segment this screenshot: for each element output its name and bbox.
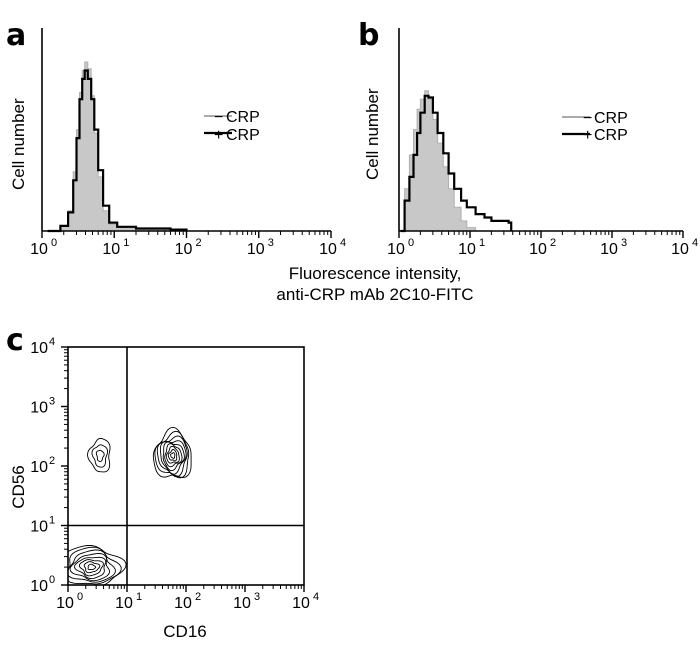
- panel-b-xtick-exponent: 0: [408, 237, 414, 249]
- panel-a: a Cell number 10 0 10 1 10 2 10 3 10 4 − CRP + CR…: [6, 18, 346, 258]
- panel-b-xtick-exponent: 4: [692, 237, 698, 249]
- panel-c-ytick-label: 10: [30, 519, 48, 536]
- panel-a-ylabel: Cell number: [9, 98, 28, 190]
- panel-a-xtick-exponent: 4: [340, 237, 346, 249]
- panel-a-xtick-exponent: 3: [268, 237, 274, 249]
- contour-CD56+CD16+: [170, 452, 176, 459]
- panel-c-ytick-exponent: 1: [49, 515, 55, 527]
- panel-b-plus-crp-histogram: [400, 94, 513, 233]
- panel-c-xtick-exponent: 3: [254, 591, 260, 603]
- contour-CD56+CD16+: [167, 449, 178, 462]
- panel-a-plus-crp-histogram: [47, 69, 188, 233]
- panel-c-xtick-label: 10: [115, 595, 133, 612]
- contour-CD56+CD16+: [164, 443, 183, 468]
- panel-b-legend-plus-label: CRP: [594, 127, 628, 144]
- contour-CD56+CD16-: [91, 444, 108, 468]
- panel-c-frame: [67, 346, 305, 586]
- panel-c-ytick-label: 10: [30, 459, 48, 476]
- panel-c-ytick-label: 10: [30, 340, 48, 357]
- panel-b-legend-minus-sign: −: [583, 110, 592, 127]
- panel-b: b Cell number 10 0 10 1 10 2 10 3 10 4 − CRP + CR…: [358, 18, 698, 258]
- panel-a-letter: a: [6, 18, 26, 53]
- panel-a-xtick-label: 10: [247, 241, 265, 258]
- panel-c-ytick-exponent: 2: [49, 455, 55, 467]
- panel-b-xtick-label: 10: [600, 241, 618, 258]
- panel-a-legend-minus-label: CRP: [226, 109, 260, 126]
- panel-a-legend-plus-sign: +: [214, 127, 223, 144]
- panel-c-xtick-exponent: 0: [77, 591, 83, 603]
- panel-c-ytick-exponent: 4: [49, 336, 55, 348]
- panel-c-xtick-exponent: 1: [136, 591, 142, 603]
- panel-c-xlabel: CD16: [163, 622, 206, 641]
- panel-a-legend-minus-sign: −: [214, 109, 223, 126]
- panel-c-letter: c: [6, 323, 24, 358]
- contour-CD56+CD16-: [95, 449, 105, 462]
- contour-double-negative: [78, 559, 104, 577]
- panel-b-legend-plus-sign: +: [583, 127, 592, 144]
- panel-c-xtick-exponent: 4: [313, 591, 319, 603]
- panel-a-xtick-label: 10: [319, 241, 337, 258]
- panel-c-xtick-label: 10: [292, 595, 310, 612]
- panel-a-xtick-label: 10: [175, 241, 193, 258]
- panel-a-xtick-label: 10: [30, 241, 48, 258]
- panel-a-plot: 10 0 10 1 10 2 10 3 10 4: [30, 28, 346, 258]
- panel-c-x-ticks: 10 0 10 1 10 2 10 3 10 4: [56, 585, 319, 612]
- panel-a-minus-crp-histogram: [47, 61, 187, 232]
- contour-double-negative: [83, 561, 101, 574]
- panel-c-ytick-label: 10: [30, 400, 48, 417]
- panel-c-xtick-exponent: 2: [195, 591, 201, 603]
- panel-b-ylabel: Cell number: [363, 88, 382, 180]
- panel-c-ytick-exponent: 0: [49, 574, 55, 586]
- panel-a-legend: − CRP + CRP: [204, 109, 260, 144]
- contour-CD56+CD16+: [152, 426, 192, 479]
- panel-b-plot: 10 0 10 1 10 2 10 3 10 4: [387, 28, 698, 258]
- shared-xlabel-line1: Fluorescence intensity,: [289, 264, 462, 283]
- panel-b-legend-minus-label: CRP: [594, 110, 628, 127]
- contour-double-negative: [69, 553, 110, 582]
- panel-b-xtick-label: 10: [529, 241, 547, 258]
- panel-b-xtick-exponent: 3: [621, 237, 627, 249]
- panel-a-xtick-exponent: 0: [51, 237, 57, 249]
- panel-b-xtick-label: 10: [387, 241, 405, 258]
- panel-c-ytick-label: 10: [30, 578, 48, 595]
- panel-a-xtick-exponent: 2: [196, 237, 202, 249]
- panel-b-x-ticks: 10 0 10 1 10 2 10 3 10 4: [387, 231, 698, 258]
- contour-double-negative: [87, 563, 97, 571]
- contour-double-negative: [74, 556, 107, 580]
- panel-a-x-ticks: 10 0 10 1 10 2 10 3 10 4: [30, 231, 346, 258]
- panel-a-legend-plus-label: CRP: [226, 127, 260, 144]
- panel-c-xtick-label: 10: [56, 595, 74, 612]
- contour-CD56+CD16+: [159, 440, 187, 475]
- panel-a-xtick-exponent: 1: [123, 237, 129, 249]
- panel-c-ytick-exponent: 3: [49, 396, 55, 408]
- panel-a-xtick-label: 10: [102, 241, 120, 258]
- panel-c-xtick-label: 10: [233, 595, 251, 612]
- panel-b-letter: b: [358, 18, 379, 53]
- panel-b-xtick-exponent: 2: [550, 237, 556, 249]
- panel-c-xtick-label: 10: [174, 595, 192, 612]
- panel-b-xtick-label: 10: [458, 241, 476, 258]
- shared-xlabel-line2: anti-CRP mAb 2C10-FITC: [276, 285, 473, 304]
- panel-b-xtick-exponent: 1: [479, 237, 485, 249]
- contour-CD56+CD16-: [87, 437, 111, 473]
- panel-b-xtick-label: 10: [671, 241, 689, 258]
- contour-CD56+CD16+: [165, 445, 180, 464]
- panel-c-ylabel: CD56: [9, 465, 28, 508]
- contour-CD56+CD16+: [156, 435, 188, 478]
- contour-CD56+CD16+: [162, 441, 185, 472]
- panel-b-legend: − CRP + CRP: [562, 110, 628, 144]
